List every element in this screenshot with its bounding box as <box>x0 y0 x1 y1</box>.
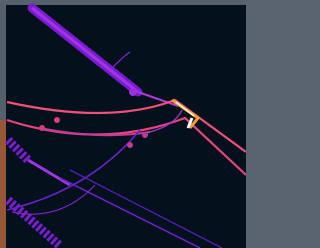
thermal-image <box>0 0 246 248</box>
page <box>0 0 320 248</box>
frame-warm-edge <box>0 120 7 248</box>
